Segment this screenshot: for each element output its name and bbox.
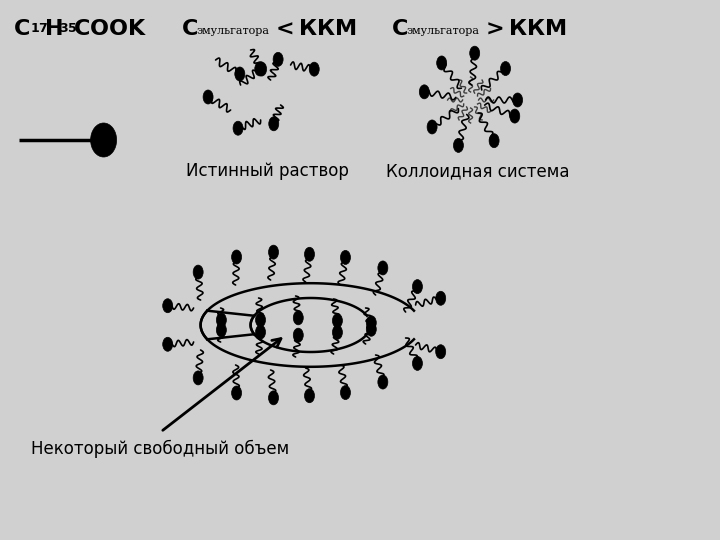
Ellipse shape bbox=[427, 120, 437, 134]
Ellipse shape bbox=[217, 313, 226, 327]
Text: эмульгатора: эмульгатора bbox=[407, 26, 480, 36]
Ellipse shape bbox=[256, 62, 266, 76]
Ellipse shape bbox=[273, 52, 283, 66]
Ellipse shape bbox=[269, 245, 279, 259]
Ellipse shape bbox=[341, 251, 351, 265]
Ellipse shape bbox=[436, 56, 446, 70]
Text: $\mathbf{17}$: $\mathbf{17}$ bbox=[30, 22, 48, 35]
Ellipse shape bbox=[510, 109, 520, 123]
Ellipse shape bbox=[232, 386, 242, 400]
Ellipse shape bbox=[366, 316, 377, 330]
Text: Истинный раствор: Истинный раствор bbox=[186, 162, 348, 180]
Ellipse shape bbox=[436, 345, 446, 359]
Ellipse shape bbox=[413, 280, 423, 294]
Ellipse shape bbox=[341, 386, 351, 400]
Ellipse shape bbox=[293, 328, 303, 342]
Ellipse shape bbox=[366, 322, 377, 336]
Text: $\mathbf{H}$: $\mathbf{H}$ bbox=[44, 18, 62, 40]
Text: $\mathbf{35}$: $\mathbf{35}$ bbox=[58, 22, 77, 35]
Ellipse shape bbox=[293, 311, 303, 325]
Ellipse shape bbox=[413, 356, 423, 370]
Ellipse shape bbox=[233, 121, 243, 135]
Ellipse shape bbox=[256, 325, 266, 339]
Ellipse shape bbox=[232, 250, 242, 264]
Ellipse shape bbox=[235, 67, 245, 81]
Text: эмульгатора: эмульгатора bbox=[197, 26, 269, 36]
Text: $\mathbf{ COOK}$: $\mathbf{ COOK}$ bbox=[73, 18, 147, 40]
Text: Некоторый свободный объем: Некоторый свободный объем bbox=[31, 440, 289, 458]
Ellipse shape bbox=[500, 62, 510, 76]
Ellipse shape bbox=[269, 117, 279, 131]
Ellipse shape bbox=[217, 323, 226, 337]
Ellipse shape bbox=[305, 247, 315, 261]
Ellipse shape bbox=[163, 299, 173, 313]
Ellipse shape bbox=[91, 123, 117, 157]
Text: $\mathbf{< ККМ}$: $\mathbf{< ККМ}$ bbox=[271, 18, 356, 40]
Ellipse shape bbox=[378, 261, 388, 275]
Ellipse shape bbox=[419, 85, 429, 99]
Ellipse shape bbox=[469, 46, 480, 60]
Ellipse shape bbox=[203, 90, 213, 104]
Text: $\mathbf{C}$: $\mathbf{C}$ bbox=[13, 18, 30, 40]
Text: $\mathbf{> ККМ}$: $\mathbf{> ККМ}$ bbox=[481, 18, 567, 40]
Ellipse shape bbox=[193, 371, 203, 385]
Ellipse shape bbox=[378, 375, 388, 389]
Ellipse shape bbox=[309, 62, 319, 76]
Ellipse shape bbox=[333, 314, 343, 328]
Ellipse shape bbox=[193, 265, 203, 279]
Ellipse shape bbox=[305, 389, 315, 403]
Ellipse shape bbox=[269, 391, 279, 405]
Ellipse shape bbox=[256, 313, 266, 327]
Ellipse shape bbox=[163, 338, 173, 351]
Ellipse shape bbox=[489, 134, 499, 148]
Ellipse shape bbox=[255, 62, 265, 76]
Text: $\mathbf{C}$: $\mathbf{C}$ bbox=[181, 18, 197, 40]
Ellipse shape bbox=[333, 325, 343, 339]
Text: Коллоидная система: Коллоидная система bbox=[386, 162, 569, 180]
Ellipse shape bbox=[454, 138, 464, 152]
Ellipse shape bbox=[513, 93, 523, 107]
Ellipse shape bbox=[436, 291, 446, 305]
Text: $\mathbf{C}$: $\mathbf{C}$ bbox=[390, 18, 408, 40]
